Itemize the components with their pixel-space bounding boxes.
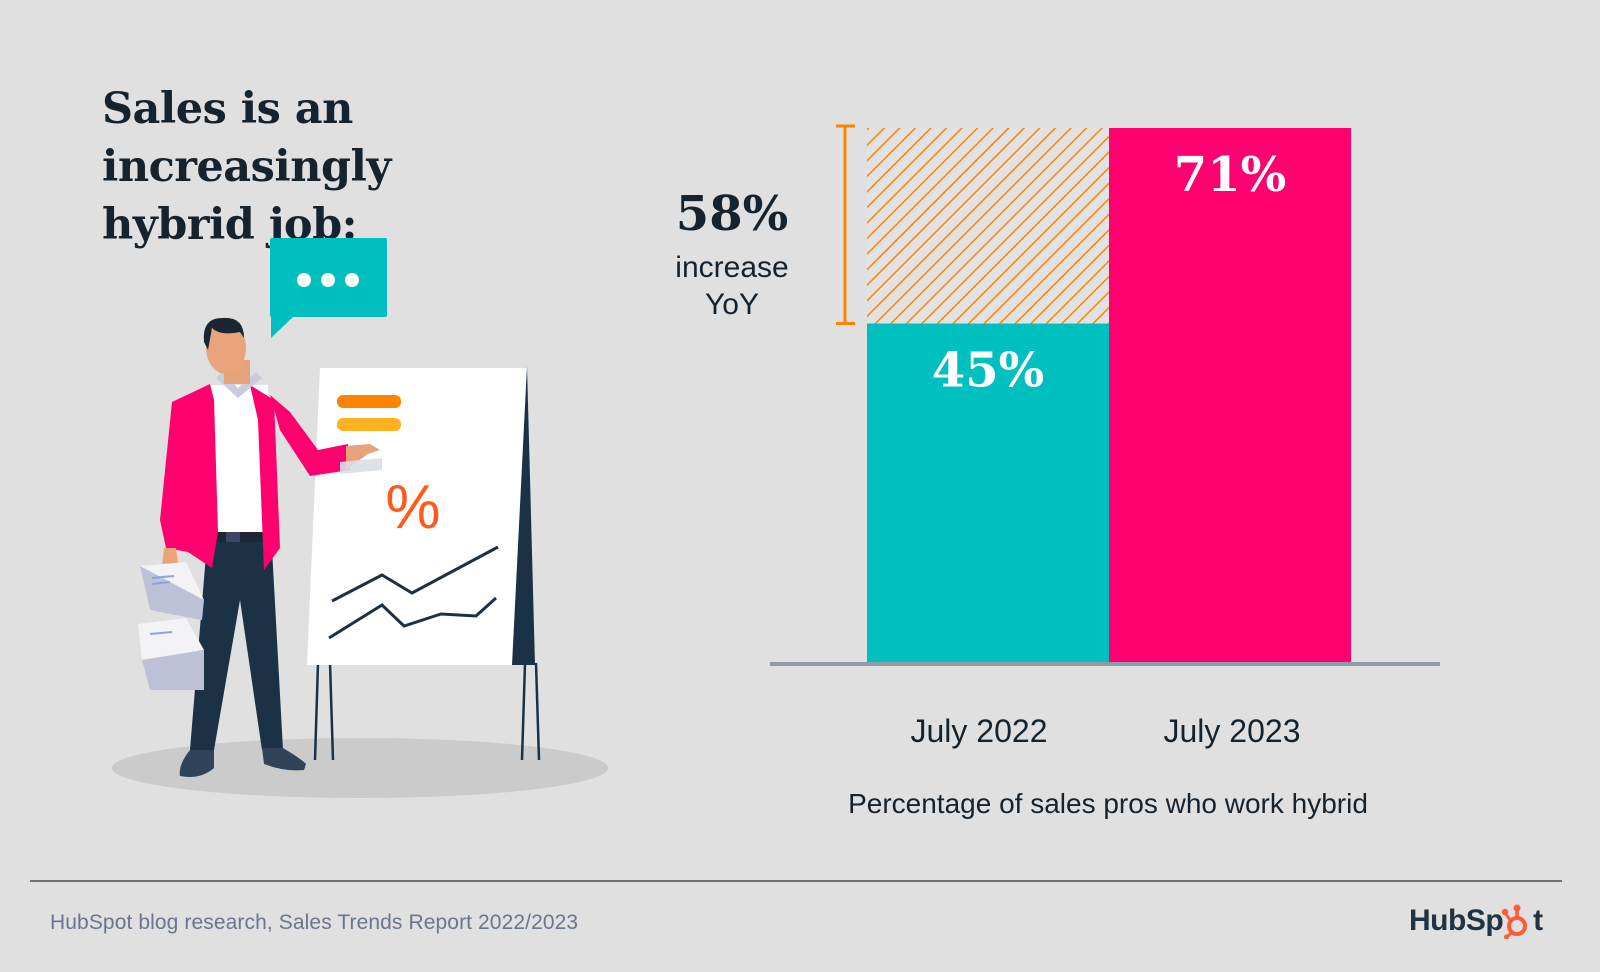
logo-text-prefix: HubSp	[1409, 904, 1504, 937]
x-axis-label: Percentage of sales pros who work hybrid	[848, 788, 1368, 819]
speech-bubble-icon	[270, 238, 387, 338]
increase-bracket	[836, 124, 855, 326]
flipchart-line-upper	[331, 545, 499, 603]
logo-text-suffix: t	[1533, 904, 1543, 937]
bar-value-label: 45%	[932, 343, 1044, 399]
headline-line-1: Sales is an increasingly	[102, 84, 391, 192]
bar-july-2023	[1109, 128, 1351, 662]
bar-july-2022	[867, 323, 1109, 662]
increase-label-line-2: YoY	[705, 288, 759, 321]
hubspot-logo: HubSp t	[1409, 903, 1543, 939]
hubspot-sprocket-icon	[1501, 904, 1528, 939]
increase-hatch-region	[867, 128, 1109, 324]
increase-label-line-1: increase	[675, 251, 788, 284]
presenter-figure	[138, 317, 382, 777]
flipchart-line-lower	[328, 596, 498, 640]
flipchart-bar-yellow	[337, 418, 401, 431]
presenter-illustration: %	[112, 238, 608, 798]
flipchart-bar-orange	[337, 395, 401, 408]
headline: Sales is an increasingly hybrid job:	[102, 80, 642, 254]
source-citation: HubSpot blog research, Sales Trends Repo…	[50, 911, 579, 934]
bar-value-label: 71%	[1174, 147, 1286, 203]
flipchart-percent-icon: %	[385, 473, 440, 542]
flipchart: %	[307, 366, 541, 761]
bar-chart: 45% 71% 58% increase YoY July 2022 July 2…	[675, 124, 1440, 819]
x-tick-label-july-2022: July 2022	[911, 713, 1048, 749]
footer-divider	[30, 880, 1562, 882]
floor-shadow	[112, 738, 608, 798]
x-tick-label-july-2023: July 2023	[1164, 713, 1301, 749]
increase-value: 58%	[676, 186, 788, 242]
